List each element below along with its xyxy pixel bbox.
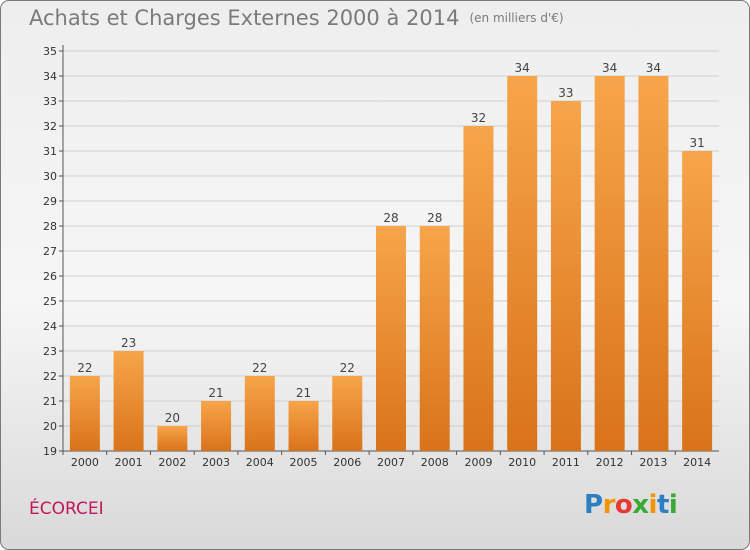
data-label: 21 — [208, 386, 223, 400]
data-label: 34 — [602, 61, 617, 75]
y-tick-label: 32 — [43, 120, 57, 133]
data-label: 31 — [689, 136, 704, 150]
data-label: 34 — [646, 61, 661, 75]
bar-2008 — [419, 226, 450, 451]
bar-2004 — [244, 376, 275, 451]
x-tick-label: 2004 — [246, 456, 274, 469]
x-tick-label: 2000 — [71, 456, 99, 469]
bar-2012 — [594, 76, 625, 451]
logo-letter: i — [668, 490, 678, 520]
bar-2013 — [638, 76, 669, 451]
bar-2007 — [376, 226, 406, 451]
data-label: 28 — [427, 211, 442, 225]
data-label: 23 — [121, 336, 136, 350]
bar-2000 — [69, 376, 100, 451]
x-tick-label: 2007 — [377, 456, 405, 469]
chart-subtitle: (en milliers d'€) — [469, 11, 564, 25]
logo-letter: r — [602, 490, 616, 520]
y-tick-label: 30 — [43, 170, 57, 183]
y-tick-label: 20 — [43, 420, 57, 433]
data-label: 33 — [558, 86, 573, 100]
bar-2006 — [332, 376, 363, 451]
bar-2010 — [507, 76, 538, 451]
y-tick-label: 19 — [43, 445, 57, 458]
y-tick-label: 31 — [43, 145, 57, 158]
y-tick-label: 23 — [43, 345, 57, 358]
bar-2005 — [288, 401, 319, 451]
logo-letter: i — [648, 490, 658, 520]
data-label: 22 — [77, 361, 92, 375]
data-label: 20 — [165, 411, 180, 425]
labels: 19 20 21 22 23 24 25 26 27 28 29 30 31 32 33 34 35 2000 22… — [43, 45, 711, 469]
y-tick-label: 24 — [43, 320, 57, 333]
bars — [69, 76, 713, 451]
x-tick-label: 2010 — [508, 456, 536, 469]
commune-name: ÉCORCEI — [29, 499, 104, 519]
data-label: 22 — [252, 361, 267, 375]
data-label: 32 — [471, 111, 486, 125]
y-tick-label: 34 — [43, 70, 57, 83]
x-tick-label: 2001 — [115, 456, 143, 469]
chart-title: Achats et Charges Externes 2000 à 2014 (e… — [29, 6, 564, 30]
chart-title-text: Achats et Charges Externes 2000 à 2014 — [29, 6, 460, 30]
x-tick-label: 2002 — [158, 456, 186, 469]
logo-letter: o — [614, 490, 633, 520]
x-tick-label: 2006 — [333, 456, 361, 469]
y-tick-label: 27 — [43, 245, 57, 258]
x-tick-label: 2009 — [464, 456, 492, 469]
bar-2011 — [550, 101, 581, 451]
logo-letter: x — [632, 490, 649, 520]
data-label: 22 — [340, 361, 355, 375]
y-tick-label: 26 — [43, 270, 57, 283]
x-tick-label: 2008 — [421, 456, 449, 469]
proxiti-logo[interactable]: Proxiti — [584, 490, 678, 520]
y-tick-label: 22 — [43, 370, 57, 383]
y-tick-label: 29 — [43, 195, 57, 208]
x-tick-label: 2011 — [552, 456, 580, 469]
y-tick-label: 28 — [43, 220, 57, 233]
x-tick-label: 2013 — [639, 456, 667, 469]
logo-letter: t — [656, 490, 669, 520]
data-label: 34 — [515, 61, 530, 75]
x-tick-label: 2003 — [202, 456, 230, 469]
bar-2014 — [682, 151, 713, 451]
bar-2003 — [201, 401, 232, 451]
x-tick-label: 2012 — [596, 456, 624, 469]
data-label: 21 — [296, 386, 311, 400]
bar-2002 — [157, 426, 188, 451]
logo-letter: P — [584, 490, 603, 520]
x-tick-label: 2014 — [683, 456, 711, 469]
data-label: 28 — [383, 211, 398, 225]
y-tick-label: 33 — [43, 95, 57, 108]
bar-2001 — [113, 351, 144, 451]
y-tick-label: 25 — [43, 295, 57, 308]
x-tick-label: 2005 — [290, 456, 318, 469]
y-tick-label: 21 — [43, 395, 57, 408]
bar-2009 — [463, 126, 494, 451]
y-tick-label: 35 — [43, 45, 57, 58]
